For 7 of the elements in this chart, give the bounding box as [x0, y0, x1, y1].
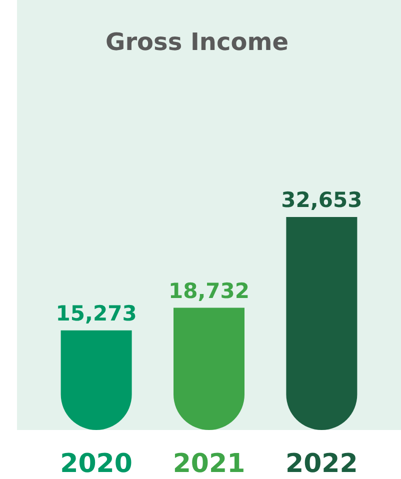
data-label: 18,732 [168, 278, 250, 303]
x-tick-label: 2021 [172, 449, 246, 479]
data-label: 32,653 [281, 188, 362, 212]
x-tick-label: 2022 [286, 449, 358, 479]
x-tick-label: 2020 [60, 449, 132, 479]
data-label: 15,273 [56, 301, 137, 326]
chart-title: Gross Income [106, 28, 288, 56]
